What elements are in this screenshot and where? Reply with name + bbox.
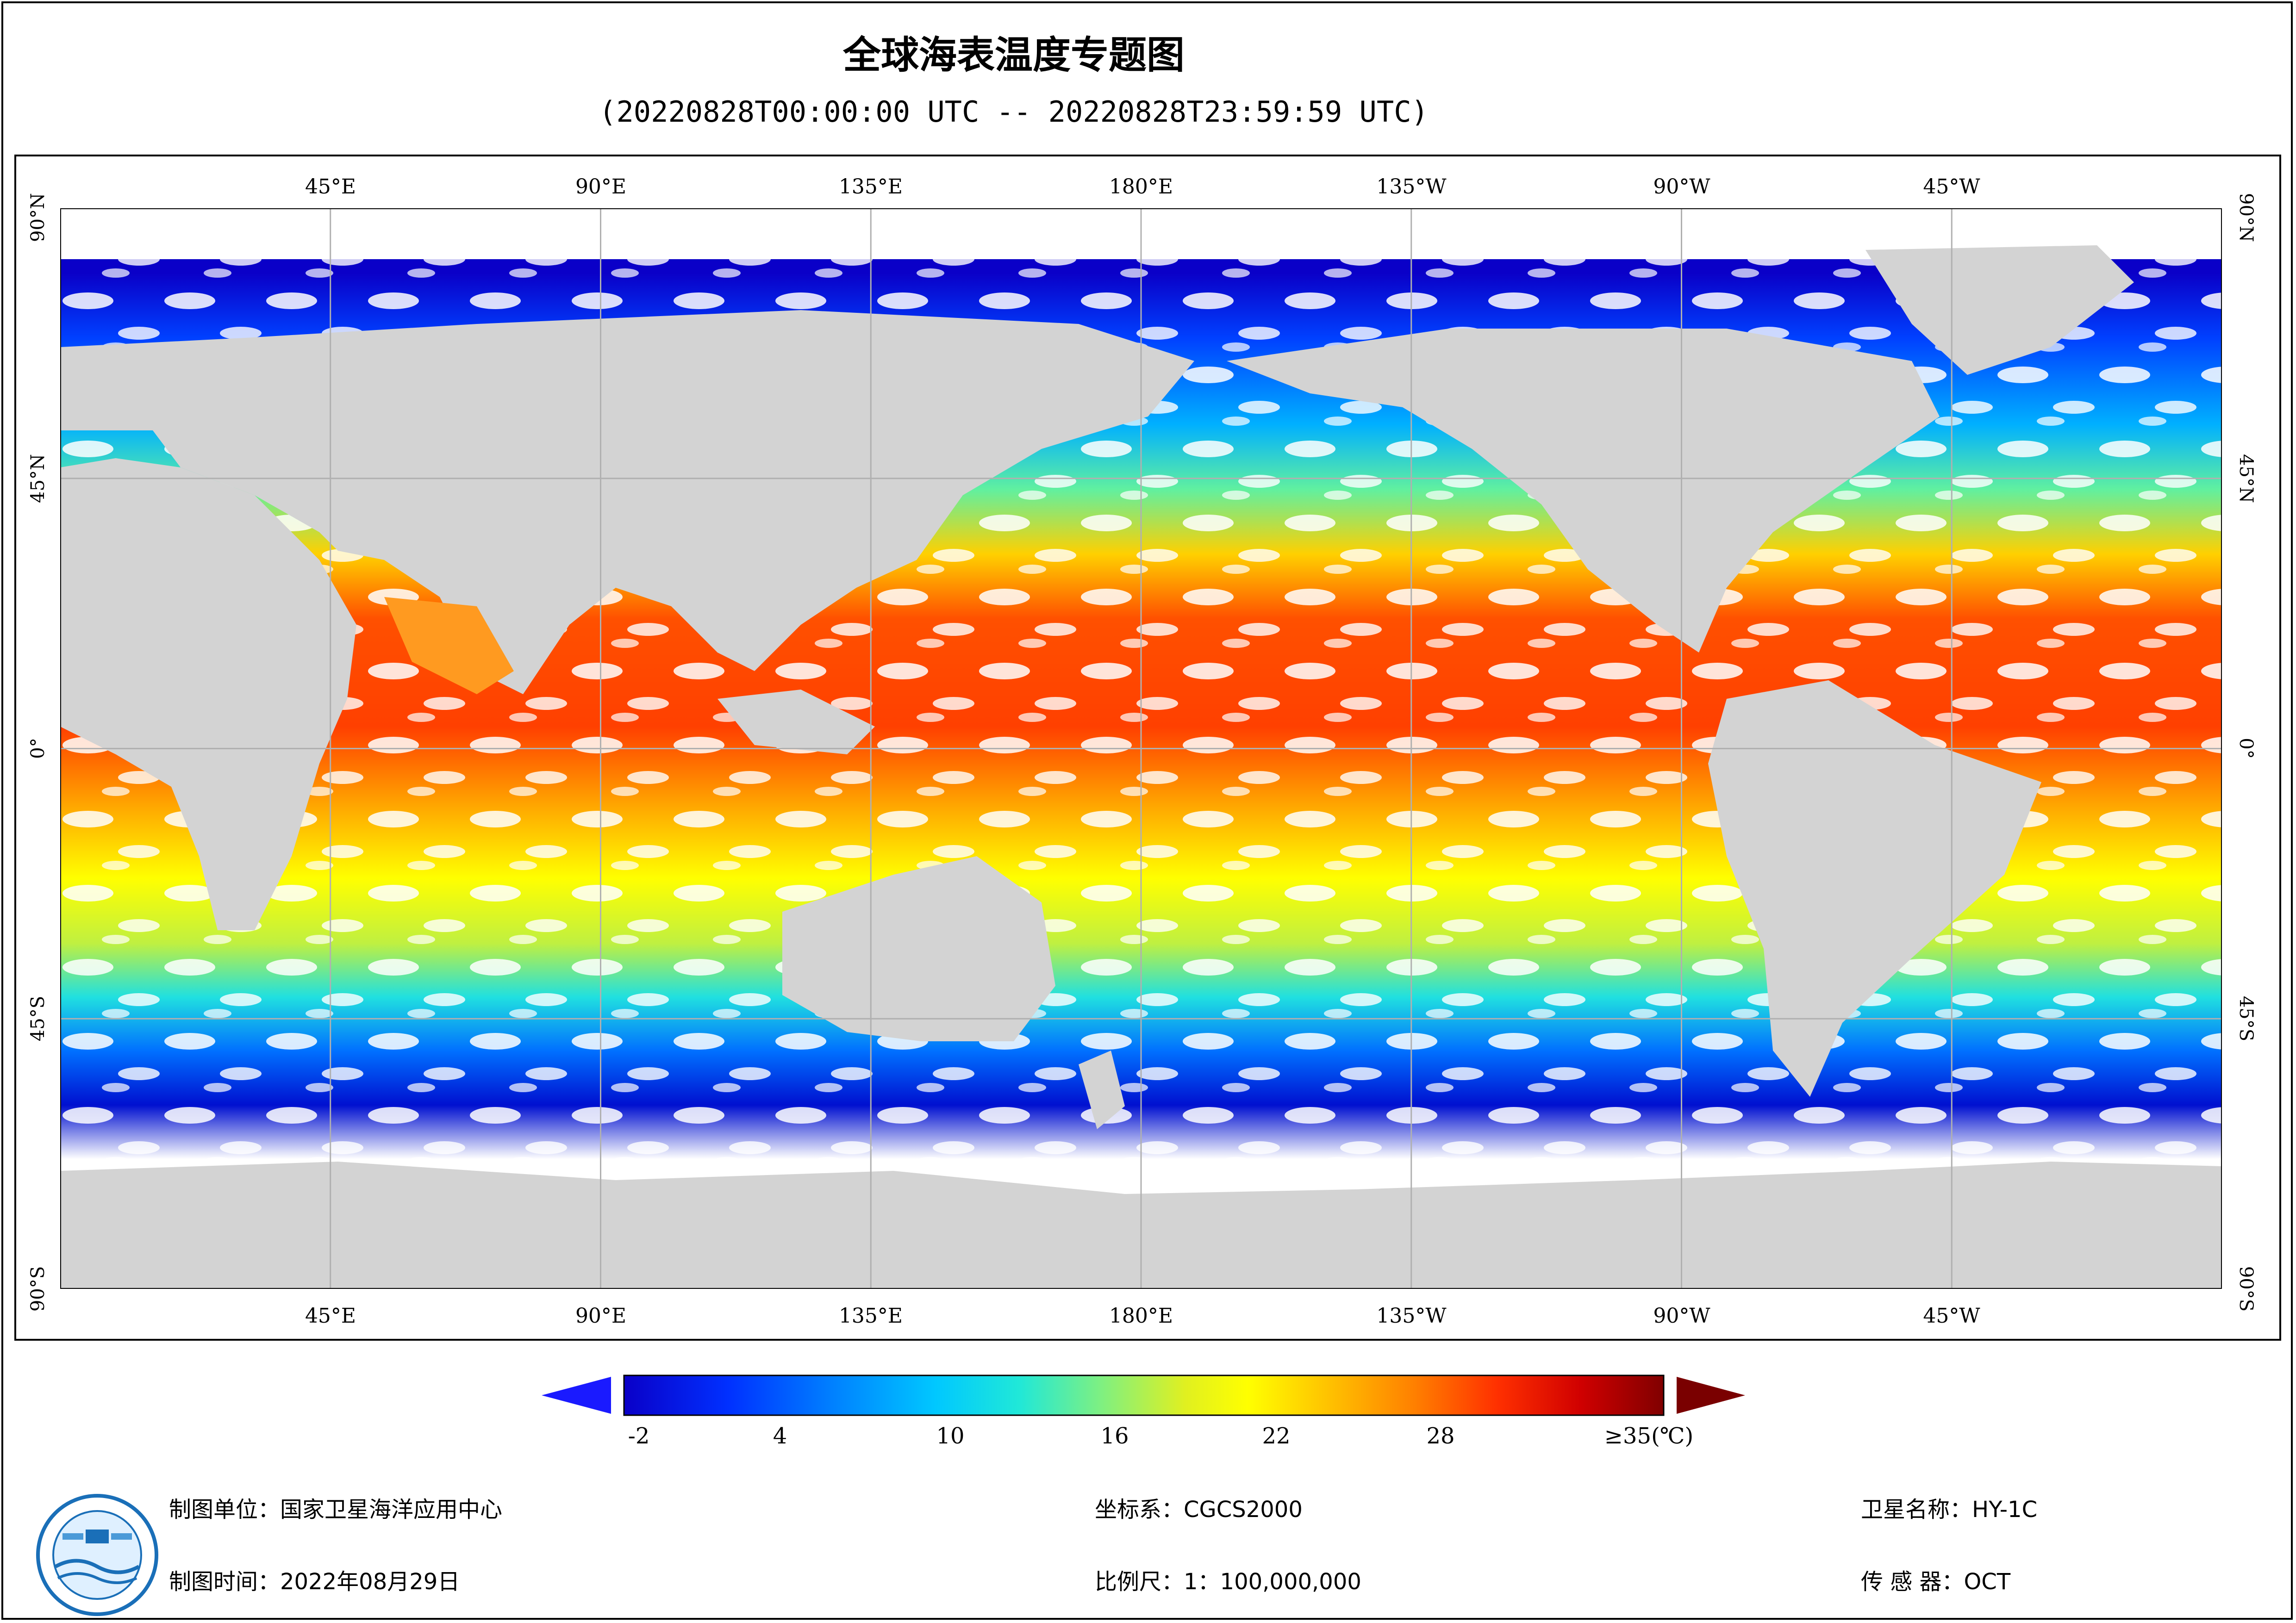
lon-label-top: 135°E xyxy=(838,175,903,199)
map-unit: 制图单位：国家卫星海洋应用中心 xyxy=(169,1497,503,1523)
land-indonesia xyxy=(718,690,875,754)
lon-label-top: 45°E xyxy=(305,175,356,199)
lat-label-right: 0° xyxy=(2235,738,2257,759)
satellite-name: 卫星名称：HY-1C xyxy=(1861,1497,2038,1523)
lon-label-top: 90°E xyxy=(575,175,627,199)
colorbar-tick: -2 xyxy=(628,1423,650,1449)
colorbar-tick: 4 xyxy=(773,1423,787,1449)
colorbar-tick: 10 xyxy=(936,1423,965,1449)
land-australia xyxy=(782,856,1055,1041)
colorbar-tick: ≥35(℃) xyxy=(1604,1423,1694,1449)
coordinate-system: 坐标系：CGCS2000 xyxy=(1095,1497,1303,1523)
time-range-subtitle: (20220828T00:00:00 UTC -- 20220828T23:59… xyxy=(599,95,1429,129)
land-north-america xyxy=(1227,329,1940,653)
colorbar-tick: 16 xyxy=(1100,1423,1129,1449)
lat-label-left: 0° xyxy=(27,738,49,759)
colorbar-scale xyxy=(623,1374,1665,1416)
lon-label-bottom: 90°E xyxy=(575,1304,627,1328)
lat-label-left: 45°N xyxy=(27,454,49,503)
map-title: 全球海表温度专题图 xyxy=(842,33,1185,77)
sensor-name: 传 感 器：OCT xyxy=(1861,1569,2011,1595)
land-new-zealand xyxy=(1079,1051,1125,1129)
land-africa xyxy=(60,458,356,930)
sst-map xyxy=(60,208,2222,1289)
lon-label-bottom: 180°E xyxy=(1109,1304,1173,1328)
colorbar-over-arrow xyxy=(1677,1377,1745,1414)
map-frame xyxy=(14,155,2281,1341)
land-eurasia xyxy=(60,310,1194,694)
lon-label-top: 135°W xyxy=(1376,175,1447,199)
colorbar-under-arrow xyxy=(542,1377,611,1414)
lat-label-right: 45°N xyxy=(2235,454,2257,503)
colorbar-tick: 22 xyxy=(1262,1423,1291,1449)
lon-label-top: 180°E xyxy=(1109,175,1173,199)
lat-label-left: 45°S xyxy=(27,995,49,1042)
lat-label-right: 90°S xyxy=(2235,1266,2257,1312)
lat-label-left: 90°S xyxy=(27,1266,49,1312)
sst-colorbar xyxy=(542,1374,1745,1416)
lon-label-top: 90°W xyxy=(1653,175,1710,199)
map-date: 制图时间：2022年08月29日 xyxy=(169,1569,460,1595)
lon-label-top: 45°W xyxy=(1923,175,1980,199)
lon-label-bottom: 135°W xyxy=(1376,1304,1447,1328)
colorbar-tick: 28 xyxy=(1426,1423,1455,1449)
graticule xyxy=(60,208,2222,1289)
lat-label-right: 90°N xyxy=(2235,193,2257,242)
lon-label-bottom: 90°W xyxy=(1653,1304,1710,1328)
lat-label-right: 45°S xyxy=(2235,995,2257,1042)
map-scale: 比例尺：1：100,000,000 xyxy=(1095,1569,1361,1595)
lon-label-bottom: 135°E xyxy=(838,1304,903,1328)
land-south-america xyxy=(1708,680,2041,1097)
arabian-sea xyxy=(384,597,514,694)
nsoas-logo xyxy=(36,1494,158,1616)
lat-label-left: 90°N xyxy=(27,193,49,242)
lon-label-bottom: 45°E xyxy=(305,1304,356,1328)
lon-label-bottom: 45°W xyxy=(1923,1304,1980,1328)
land-greenland xyxy=(1866,245,2134,375)
